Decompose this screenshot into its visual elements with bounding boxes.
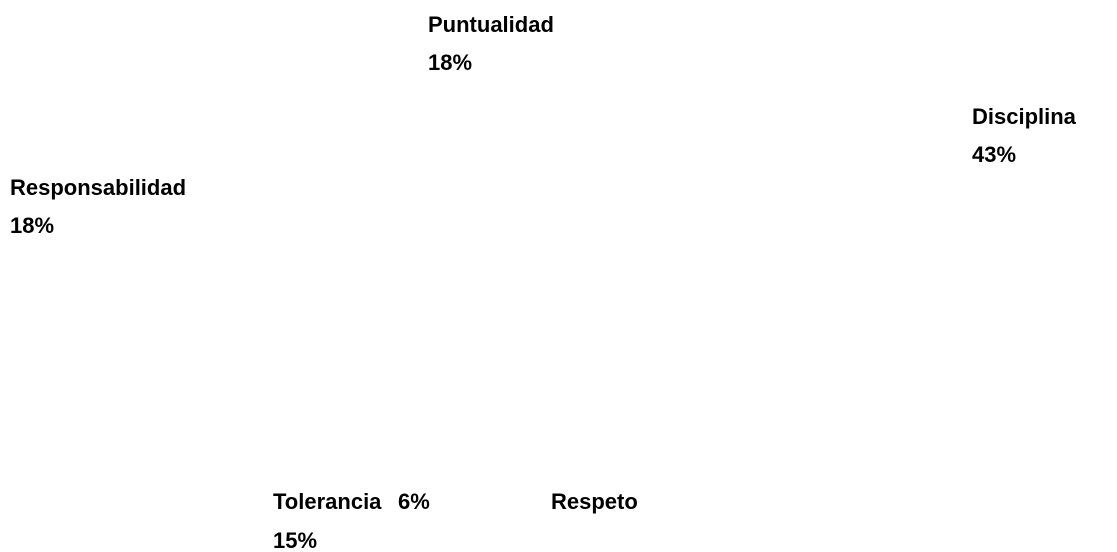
slice-label: Disciplina [972,104,1077,129]
slice-label: Respeto [551,489,638,514]
pie-slice [463,300,646,500]
pie-slice [379,100,560,300]
slice-label: Responsabilidad [10,175,186,200]
slice-label: Tolerancia [273,489,382,514]
pie-slice [560,100,760,481]
pie-slice [359,214,560,428]
slice-value-label: 18% [10,213,54,238]
slice-value-label: 6% [398,489,430,514]
slice-label: Puntualidad [428,12,554,37]
slice-value-label: 15% [273,528,317,552]
slice-value-label: 18% [428,50,472,75]
pie-slice [405,300,560,476]
slice-value-label: 43% [972,142,1016,167]
